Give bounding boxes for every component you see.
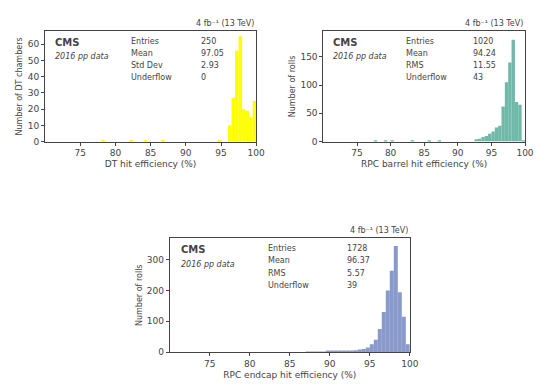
- svg-text:95: 95: [364, 359, 375, 369]
- svg-text:85: 85: [284, 359, 295, 369]
- svg-text:80: 80: [244, 359, 256, 369]
- svg-text:95: 95: [486, 148, 497, 158]
- svg-text:100: 100: [248, 148, 265, 158]
- svg-text:80: 80: [385, 148, 397, 158]
- svg-text:43: 43: [473, 73, 483, 82]
- svg-text:90: 90: [324, 359, 336, 369]
- svg-text:100: 100: [516, 148, 533, 158]
- svg-text:0: 0: [201, 73, 206, 82]
- svg-text:Mean: Mean: [268, 256, 290, 265]
- svg-text:CMS: CMS: [333, 37, 358, 48]
- svg-text:2016 pp data: 2016 pp data: [181, 260, 235, 269]
- svg-text:95: 95: [215, 148, 226, 158]
- svg-text:300: 300: [147, 255, 164, 265]
- svg-text:RPC endcap hit efficiency (%): RPC endcap hit efficiency (%): [223, 370, 356, 380]
- svg-text:CMS: CMS: [181, 244, 206, 255]
- svg-text:100: 100: [147, 316, 164, 326]
- svg-text:75: 75: [204, 359, 215, 369]
- svg-text:Mean: Mean: [406, 49, 428, 58]
- svg-text:Entries: Entries: [406, 37, 434, 46]
- svg-text:50: 50: [28, 56, 40, 66]
- svg-text:RMS: RMS: [268, 269, 286, 278]
- svg-text:Std Dev: Std Dev: [131, 61, 163, 70]
- svg-text:0: 0: [312, 137, 318, 147]
- svg-text:85: 85: [145, 148, 156, 158]
- svg-text:2.93: 2.93: [201, 61, 219, 70]
- svg-text:90: 90: [452, 148, 464, 158]
- svg-text:250: 250: [201, 37, 216, 46]
- svg-text:80: 80: [110, 148, 122, 158]
- svg-text:Entries: Entries: [131, 37, 159, 46]
- svg-text:90: 90: [180, 148, 192, 158]
- svg-text:Underflow: Underflow: [131, 73, 172, 82]
- svg-text:Number of rolls: Number of rolls: [288, 56, 297, 118]
- svg-text:30: 30: [28, 88, 40, 98]
- svg-text:1728: 1728: [347, 244, 367, 253]
- svg-text:Entries: Entries: [268, 244, 296, 253]
- svg-text:5.57: 5.57: [347, 269, 365, 278]
- svg-text:0: 0: [33, 137, 39, 147]
- svg-text:40: 40: [28, 72, 40, 82]
- svg-text:75: 75: [74, 148, 85, 158]
- svg-text:10: 10: [28, 121, 40, 131]
- svg-text:2016 pp data: 2016 pp data: [333, 52, 387, 61]
- svg-text:Number of rolls: Number of rolls: [135, 264, 144, 326]
- svg-text:20: 20: [28, 104, 40, 114]
- svg-text:DT hit efficiency (%): DT hit efficiency (%): [105, 159, 197, 169]
- svg-text:4 fb⁻¹ (13 TeV): 4 fb⁻¹ (13 TeV): [350, 226, 408, 235]
- svg-text:4 fb⁻¹ (13 TeV): 4 fb⁻¹ (13 TeV): [196, 19, 254, 28]
- svg-text:Underflow: Underflow: [406, 73, 447, 82]
- svg-text:RPC barrel hit efficiency (%): RPC barrel hit efficiency (%): [361, 159, 487, 169]
- svg-text:Mean: Mean: [131, 49, 153, 58]
- svg-text:200: 200: [147, 286, 164, 296]
- svg-text:75: 75: [351, 148, 362, 158]
- svg-text:Underflow: Underflow: [268, 281, 309, 290]
- svg-text:96.37: 96.37: [347, 256, 370, 265]
- svg-text:4 fb⁻¹ (13 TeV): 4 fb⁻¹ (13 TeV): [465, 19, 523, 28]
- svg-text:150: 150: [300, 52, 317, 62]
- svg-text:94.24: 94.24: [473, 49, 496, 58]
- svg-text:0: 0: [158, 347, 164, 357]
- svg-text:RMS: RMS: [406, 61, 424, 70]
- svg-text:97.05: 97.05: [201, 49, 224, 58]
- svg-text:Number of DT chambers: Number of DT chambers: [15, 37, 24, 135]
- svg-text:2016 pp data: 2016 pp data: [55, 52, 109, 61]
- svg-text:100: 100: [300, 80, 317, 90]
- svg-text:60: 60: [28, 39, 40, 49]
- svg-text:85: 85: [418, 148, 429, 158]
- svg-text:CMS: CMS: [55, 37, 80, 48]
- svg-text:11.55: 11.55: [473, 61, 496, 70]
- svg-text:50: 50: [306, 108, 318, 118]
- svg-text:39: 39: [347, 281, 357, 290]
- svg-text:100: 100: [401, 359, 418, 369]
- svg-text:1020: 1020: [473, 37, 493, 46]
